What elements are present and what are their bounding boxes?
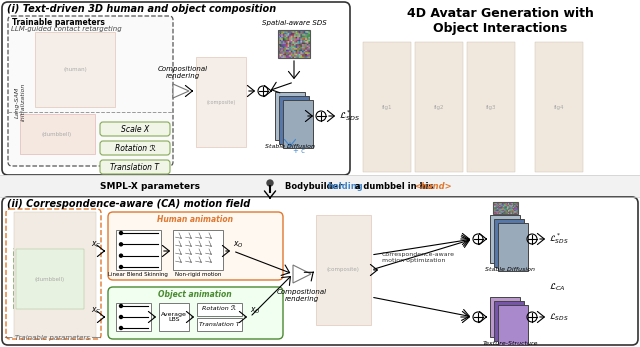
Text: Compositional
rendering: Compositional rendering [277, 289, 327, 302]
Circle shape [120, 254, 122, 257]
FancyBboxPatch shape [108, 212, 283, 280]
Bar [498, 305, 528, 345]
FancyBboxPatch shape [2, 2, 350, 175]
Text: Compositional
rendering: Compositional rendering [158, 66, 208, 78]
Text: Spatial-aware SDS: Spatial-aware SDS [262, 20, 326, 26]
Text: (dumbbell): (dumbbell) [35, 277, 65, 281]
Text: $x_C$: $x_C$ [90, 305, 101, 316]
Bar [35, 32, 115, 107]
Text: 4D Avatar Generation with
Object Interactions: 4D Avatar Generation with Object Interac… [406, 7, 593, 35]
Text: Non-rigid motion: Non-rigid motion [175, 272, 221, 277]
Bar [490, 215, 520, 263]
Text: $x_O$: $x_O$ [250, 305, 260, 316]
Circle shape [267, 180, 273, 186]
Bar [467, 42, 515, 172]
Bar [490, 297, 520, 337]
Text: Correspondence-aware
motion optimization: Correspondence-aware motion optimization [382, 252, 455, 263]
Bar [494, 301, 524, 341]
Text: (composite): (composite) [326, 268, 360, 272]
FancyBboxPatch shape [100, 122, 170, 136]
Text: holding: holding [327, 181, 363, 191]
Text: Human animation: Human animation [157, 215, 233, 224]
Text: a dumbbel in his: a dumbbel in his [351, 181, 436, 191]
Bar [316, 215, 371, 325]
Bar [173, 230, 223, 270]
Circle shape [120, 231, 122, 235]
Bar [197, 303, 242, 316]
Text: (composite): (composite) [206, 100, 236, 104]
Text: $x_O$: $x_O$ [233, 239, 244, 250]
Bar [116, 230, 161, 270]
Text: fig3: fig3 [486, 104, 496, 110]
Text: $\mathcal{L}^*_{SDS}$: $\mathcal{L}^*_{SDS}$ [549, 231, 569, 246]
Bar [0, 175, 640, 197]
Bar [16, 249, 84, 309]
Bar [279, 96, 309, 144]
FancyBboxPatch shape [108, 287, 283, 339]
Text: Average
LBS: Average LBS [161, 312, 187, 322]
Polygon shape [173, 84, 189, 98]
Text: $\mathcal{L}^*_{SDS}$: $\mathcal{L}^*_{SDS}$ [339, 109, 360, 124]
Circle shape [120, 265, 122, 269]
Text: SMPL-X parameters: SMPL-X parameters [100, 181, 200, 191]
Text: fig1: fig1 [381, 104, 392, 110]
Text: $\mathcal{L}_{SDS}$: $\mathcal{L}_{SDS}$ [549, 311, 569, 323]
Text: (dumbbell): (dumbbell) [42, 132, 72, 136]
FancyBboxPatch shape [6, 209, 101, 339]
Text: LLM-guided contact retargeting: LLM-guided contact retargeting [11, 26, 122, 32]
Bar [20, 114, 95, 154]
Text: Stable Diffusion: Stable Diffusion [265, 144, 315, 149]
Bar [116, 303, 151, 331]
Text: $\mathcal{L}_{CA}$: $\mathcal{L}_{CA}$ [549, 281, 566, 293]
Text: Trainable parameters: Trainable parameters [12, 18, 105, 27]
Circle shape [120, 327, 122, 330]
Text: Rotation ℛ: Rotation ℛ [202, 306, 236, 312]
Text: Bodybuilder: Bodybuilder [285, 181, 346, 191]
Bar [363, 42, 411, 172]
Circle shape [120, 305, 122, 307]
Text: Object animation: Object animation [158, 290, 232, 299]
Polygon shape [293, 265, 311, 283]
Circle shape [120, 243, 122, 246]
Bar [283, 100, 313, 148]
Text: (human): (human) [63, 67, 87, 71]
Text: Linear Blend Skinning: Linear Blend Skinning [108, 272, 168, 277]
Text: + c: + c [293, 148, 305, 154]
Text: (bodybuilder): (bodybuilder) [36, 272, 74, 278]
FancyBboxPatch shape [8, 16, 173, 166]
Bar [493, 202, 518, 214]
Text: (i) Text-driven 3D human and object composition: (i) Text-driven 3D human and object comp… [7, 4, 276, 14]
Bar [275, 92, 305, 140]
FancyBboxPatch shape [14, 247, 86, 312]
Bar [415, 42, 463, 172]
FancyBboxPatch shape [2, 197, 638, 345]
Bar [494, 219, 524, 267]
Text: (ii) Correspondence-aware (CA) motion field: (ii) Correspondence-aware (CA) motion fi… [7, 199, 250, 209]
Text: <hand>: <hand> [415, 181, 452, 191]
Text: Scale Χ: Scale Χ [121, 125, 149, 134]
Text: Rotation ℛ: Rotation ℛ [115, 144, 156, 152]
Bar [14, 212, 96, 337]
Text: Stable Diffusion: Stable Diffusion [485, 267, 535, 272]
Text: $x_C$: $x_C$ [90, 239, 101, 250]
FancyBboxPatch shape [100, 160, 170, 174]
Bar [159, 303, 189, 331]
Bar [197, 318, 242, 331]
Text: Translation Τ: Translation Τ [198, 322, 239, 327]
Text: Texture-Structure
joint diffusion: Texture-Structure joint diffusion [483, 341, 538, 347]
Bar [196, 57, 246, 147]
FancyBboxPatch shape [100, 141, 170, 155]
Text: Lang-SAM
initialization: Lang-SAM initialization [15, 83, 26, 121]
Circle shape [120, 315, 122, 319]
Text: Translation Τ: Translation Τ [111, 162, 159, 171]
Bar [535, 42, 583, 172]
Text: ── Trainable parameters ──: ── Trainable parameters ── [4, 335, 100, 341]
Bar [278, 30, 310, 58]
Bar [498, 223, 528, 271]
Text: fig2: fig2 [434, 104, 444, 110]
Text: fig4: fig4 [554, 104, 564, 110]
